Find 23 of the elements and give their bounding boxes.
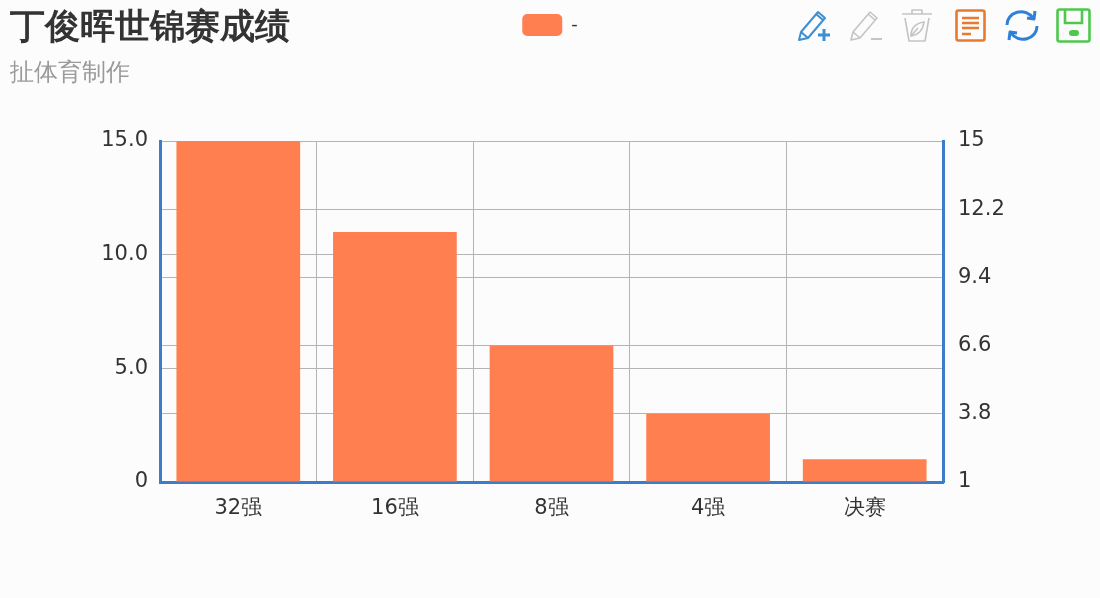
x-tick-label: 16强 — [371, 495, 419, 520]
y2-tick-label: 1 — [958, 468, 972, 493]
bar — [646, 413, 770, 482]
legend-label: - — [571, 12, 578, 34]
x-tick-label: 8强 — [534, 495, 569, 520]
y2-tick-label: 9.4 — [958, 263, 992, 288]
y2-tick-label: 6.6 — [958, 332, 992, 357]
bar — [176, 141, 301, 482]
bar — [333, 231, 457, 482]
y-tick-label: 10.0 — [101, 241, 148, 266]
bar — [489, 345, 614, 482]
chart-subtitle: 扯体育制作 — [10, 57, 130, 87]
y2-tick-label: 3.8 — [958, 400, 992, 425]
y-tick-label: 0 — [134, 468, 148, 493]
y2-tick-label: 12.2 — [958, 195, 1005, 220]
x-tick-label: 4强 — [690, 495, 726, 520]
y2-tick-label: 15 — [958, 127, 985, 152]
x-tick-label: 决赛 — [843, 495, 886, 520]
bar — [802, 459, 927, 482]
chart-title: 丁俊晖世锦赛成绩 — [10, 5, 290, 47]
x-tick-label: 32强 — [214, 495, 263, 520]
y-tick-label: 5.0 — [114, 354, 148, 379]
y-tick-label: 15.0 — [101, 127, 148, 152]
